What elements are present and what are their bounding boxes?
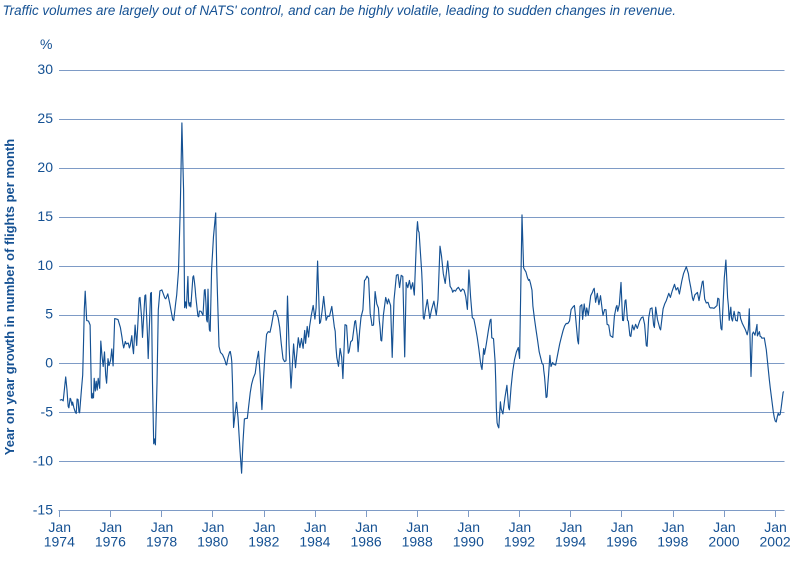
svg-text:-15: -15 (33, 501, 53, 517)
svg-text:2000: 2000 (708, 534, 739, 550)
svg-text:10: 10 (37, 257, 53, 273)
svg-text:Jan: Jan (509, 519, 532, 535)
svg-text:1992: 1992 (504, 534, 535, 550)
svg-text:Jan: Jan (611, 519, 634, 535)
svg-text:1978: 1978 (146, 534, 177, 550)
svg-text:1976: 1976 (95, 534, 126, 550)
svg-text:Jan: Jan (253, 519, 276, 535)
svg-text:1994: 1994 (555, 534, 586, 550)
svg-text:20: 20 (37, 159, 53, 175)
svg-text:1998: 1998 (657, 534, 688, 550)
svg-text:Jan: Jan (457, 519, 480, 535)
svg-text:5: 5 (45, 306, 53, 322)
svg-text:1974: 1974 (44, 534, 75, 550)
svg-text:Traffic volumes are largely ou: Traffic volumes are largely out of NATS'… (3, 3, 676, 18)
svg-text:-5: -5 (41, 404, 54, 420)
svg-text:Jan: Jan (100, 519, 123, 535)
svg-text:15: 15 (37, 208, 53, 224)
svg-text:%: % (40, 36, 52, 52)
svg-text:Jan: Jan (662, 519, 685, 535)
svg-text:1984: 1984 (299, 534, 330, 550)
svg-text:1980: 1980 (197, 534, 228, 550)
svg-text:1986: 1986 (351, 534, 382, 550)
svg-text:Jan: Jan (764, 519, 787, 535)
svg-text:Jan: Jan (406, 519, 429, 535)
svg-text:Jan: Jan (560, 519, 583, 535)
svg-text:Year on year growth in number: Year on year growth in number of flights… (2, 139, 17, 455)
svg-text:Jan: Jan (151, 519, 174, 535)
svg-text:Jan: Jan (202, 519, 225, 535)
svg-text:25: 25 (37, 110, 53, 126)
svg-text:Jan: Jan (713, 519, 736, 535)
svg-text:Jan: Jan (355, 519, 378, 535)
svg-text:1988: 1988 (402, 534, 433, 550)
svg-text:Jan: Jan (48, 519, 71, 535)
svg-text:1996: 1996 (606, 534, 637, 550)
svg-text:30: 30 (37, 61, 53, 77)
svg-text:0: 0 (45, 355, 53, 371)
svg-text:Jan: Jan (304, 519, 327, 535)
svg-text:-10: -10 (33, 452, 53, 468)
svg-text:1990: 1990 (453, 534, 484, 550)
svg-text:2002: 2002 (760, 534, 791, 550)
svg-text:1982: 1982 (248, 534, 279, 550)
